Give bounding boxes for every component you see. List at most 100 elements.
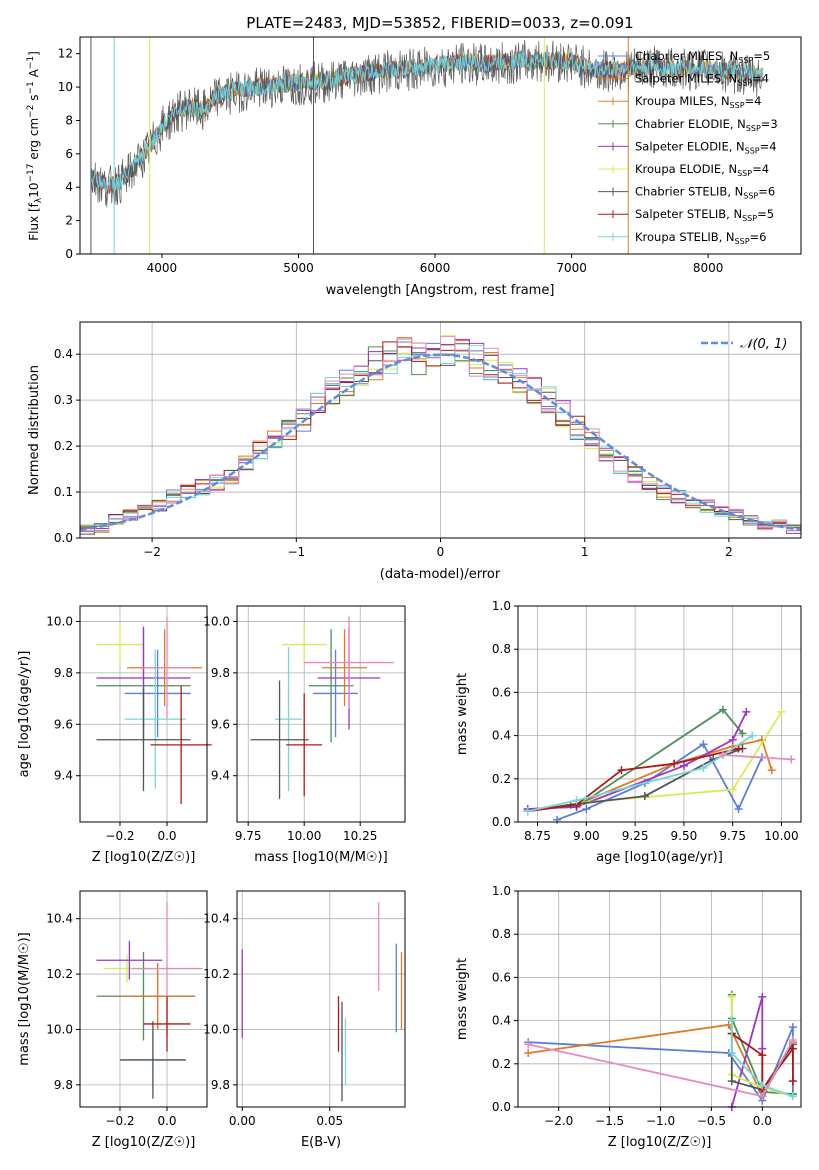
spectrum-ytick-label: 8: [65, 113, 73, 127]
weight-vs-z-ytick-label: 0.4: [492, 1014, 511, 1028]
histogram-xtick-label: −2: [143, 545, 161, 559]
histogram-xtick-label: −1: [287, 545, 305, 559]
age-vs-mass-frame: [236, 605, 406, 823]
spectrum-title: PLATE=2483, MJD=53852, FIBERID=0033, z=0…: [246, 14, 633, 32]
weight-vs-age-xtick-label: 9.25: [622, 829, 649, 843]
weight-vs-z-ytick-label: 0.8: [492, 927, 511, 941]
spectrum-legend: Chabrier MILES, NSSP=5 Salpeter MILES, NS…: [598, 49, 778, 246]
legend-label: Kroupa STELIB, NSSP=6: [635, 230, 766, 246]
weight-line: [527, 747, 739, 813]
age-vs-mass-xtick-label: 10.25: [343, 829, 377, 843]
residual-histogram-panel: −2 −1 0 1 2 0.0 0.1 0.2 0.3 0.4 (data-model)/erro…: [27, 321, 802, 582]
spectrum-xlabel: wavelength [Angstrom, rest frame]: [326, 283, 555, 298]
weight-vs-age-ytick-label: 0.6: [492, 685, 511, 699]
weight-vs-z-ticks: −2.0 −1.5 −1.0 −0.5 0.0 0.0 0.2 0.4 0.6 0.8 1.0: [492, 884, 772, 1128]
histogram-step: [80, 335, 801, 532]
age-vs-z-ylabel: age [log10(age/yr)]: [17, 651, 32, 778]
weight-vs-z: −2.0 −1.5 −1.0 −0.5 0.0 0.0 0.2 0.4 0.6 0.8 1.0 Z […: [455, 884, 802, 1150]
age-vs-mass-xtick-label: 10.00: [287, 829, 321, 843]
age-vs-z-frame: [79, 605, 208, 823]
weight-vs-z-marks: [524, 990, 797, 1111]
weight-line: [722, 754, 792, 761]
histogram-axes-frame: [79, 321, 802, 539]
weight-vs-age-frame: [517, 605, 802, 823]
mass-vs-z-ytick-label: 10.2: [46, 967, 73, 981]
weight-vs-age-xtick-label: 9.75: [719, 829, 746, 843]
spectrum-xtick-label: 8000: [693, 261, 724, 275]
spectrum-ytick-label: 12: [58, 47, 73, 61]
weight-vs-age-ytick-label: 0.2: [492, 772, 511, 786]
mass-vs-ebv-ytick-label: 10.0: [203, 1022, 230, 1036]
histogram-xtick-label: 1: [581, 545, 589, 559]
weight-vs-z-ytick-label: 0.0: [492, 1100, 511, 1114]
mass-vs-z-ylabel: mass [log10(M/M☉)]: [17, 932, 32, 1065]
weight-vs-z-xtick-label: −2.0: [544, 1114, 573, 1128]
age-vs-z-xtick-label: −0.2: [105, 829, 134, 843]
weight-vs-age-xtick-label: 10.00: [764, 829, 798, 843]
mass-vs-ebv-frame: [236, 890, 406, 1108]
age-vs-mass-ytick-label: 9.8: [211, 666, 230, 680]
weight-vs-age-xlabel: age [log10(age/yr)]: [596, 850, 723, 865]
spectrum-series: [90, 37, 764, 254]
spectrum-line: [90, 51, 764, 194]
weight-vs-z-xtick-label: −1.0: [646, 1114, 675, 1128]
histogram-xtick-label: 2: [725, 545, 733, 559]
legend-label: Kroupa ELODIE, NSSP=4: [635, 162, 769, 178]
spectrum-xtick-label: 7000: [556, 261, 587, 275]
weight-vs-age-ytick-label: 1.0: [492, 599, 511, 613]
weight-vs-age-marks: [523, 705, 796, 824]
histogram-ytick-label: 0.0: [54, 531, 73, 545]
weight-vs-z-ytick-label: 0.2: [492, 1057, 511, 1071]
legend-label: Salpeter MILES, NSSP=4: [635, 72, 769, 88]
spectrum-xtick-label: 4000: [147, 261, 178, 275]
spectrum-ylabel: Flux [fλ10−17 erg cm−2 s−1 A−1]: [26, 51, 44, 241]
weight-vs-z-ytick-label: 0.6: [492, 970, 511, 984]
age-vs-mass-xlabel: mass [log10(M/M☉)]: [254, 850, 387, 865]
legend-label: Chabrier STELIB, NSSP=6: [635, 185, 775, 201]
spectrum-xtick-label: 6000: [420, 261, 451, 275]
histogram-series: [79, 335, 802, 535]
histogram-ytick-label: 0.2: [54, 439, 73, 453]
weight-vs-age-xtick-label: 8.75: [524, 829, 551, 843]
weight-vs-age-ytick-label: 0.0: [492, 815, 511, 829]
weight-vs-z-xtick-label: 0.0: [753, 1114, 772, 1128]
histogram-ylabel: Normed distribution: [27, 365, 42, 495]
weight-line: [730, 1020, 794, 1098]
weight-vs-z-ylabel: mass weight: [455, 958, 470, 1040]
mass-vs-z-ytick-label: 10.4: [46, 912, 73, 926]
small-panels: −0.2 0.0 9.4 9.6 9.8 10.0 Z [log10(Z/Z☉)] age […: [17, 599, 802, 1150]
mass-vs-ebv-marks: [241, 902, 403, 1102]
age-vs-mass-ticks: 9.75 10.00 10.25 9.4 9.6 9.8 10.0: [203, 614, 377, 843]
mass-vs-ebv-xtick-label: 0.00: [229, 1114, 256, 1128]
legend-label: Chabrier ELODIE, NSSP=3: [635, 117, 778, 133]
weight-vs-age-xtick-label: 9.50: [671, 829, 698, 843]
age-vs-z-ytick-label: 9.4: [54, 769, 73, 783]
age-vs-mass-marks: [250, 616, 394, 799]
mass-vs-z: −0.2 0.0 9.8 10.0 10.2 10.4 Z [log10(Z/Z☉)] mas…: [17, 890, 208, 1150]
histogram-xlabel: (data-model)/error: [380, 567, 501, 582]
age-vs-mass-ytick-label: 10.0: [203, 614, 230, 628]
spectrum-line: [90, 39, 764, 208]
weight-line: [527, 734, 753, 813]
mass-vs-z-xtick-label: −0.2: [105, 1114, 134, 1128]
age-vs-z-xlabel: Z [log10(Z/Z☉)]: [92, 850, 196, 865]
spectrum-ytick-label: 4: [65, 180, 73, 194]
mass-vs-z-ticks: −0.2 0.0 9.8 10.0 10.2 10.4: [46, 912, 176, 1128]
mass-vs-z-ytick-label: 9.8: [54, 1078, 73, 1092]
age-vs-z-ytick-label: 9.8: [54, 666, 73, 680]
age-vs-z: −0.2 0.0 9.4 9.6 9.8 10.0 Z [log10(Z/Z☉)] age […: [17, 605, 212, 865]
mass-vs-ebv-ytick-label: 9.8: [211, 1078, 230, 1092]
spectrum-ytick-label: 2: [65, 214, 73, 228]
age-vs-z-ytick-label: 9.6: [54, 717, 73, 731]
mass-vs-ebv-ytick-label: 10.4: [203, 912, 230, 926]
weight-vs-age: 8.75 9.00 9.25 9.50 9.75 10.00 0.0 0.2 0.4 0.6 0.8…: [455, 599, 802, 865]
weight-vs-z-xtick-label: −1.5: [595, 1114, 624, 1128]
weight-vs-z-frame: [517, 890, 802, 1108]
legend-label: Kroupa MILES, NSSP=4: [635, 94, 761, 110]
mass-vs-ebv: 0.00 0.05 9.8 10.0 10.2 10.4 E(B-V): [203, 890, 406, 1150]
spectrum-ytick-label: 10: [58, 80, 73, 94]
weight-vs-age-grid: [518, 605, 801, 823]
weight-vs-z-grid: [518, 890, 801, 1108]
mass-vs-z-marks: [96, 902, 203, 1099]
